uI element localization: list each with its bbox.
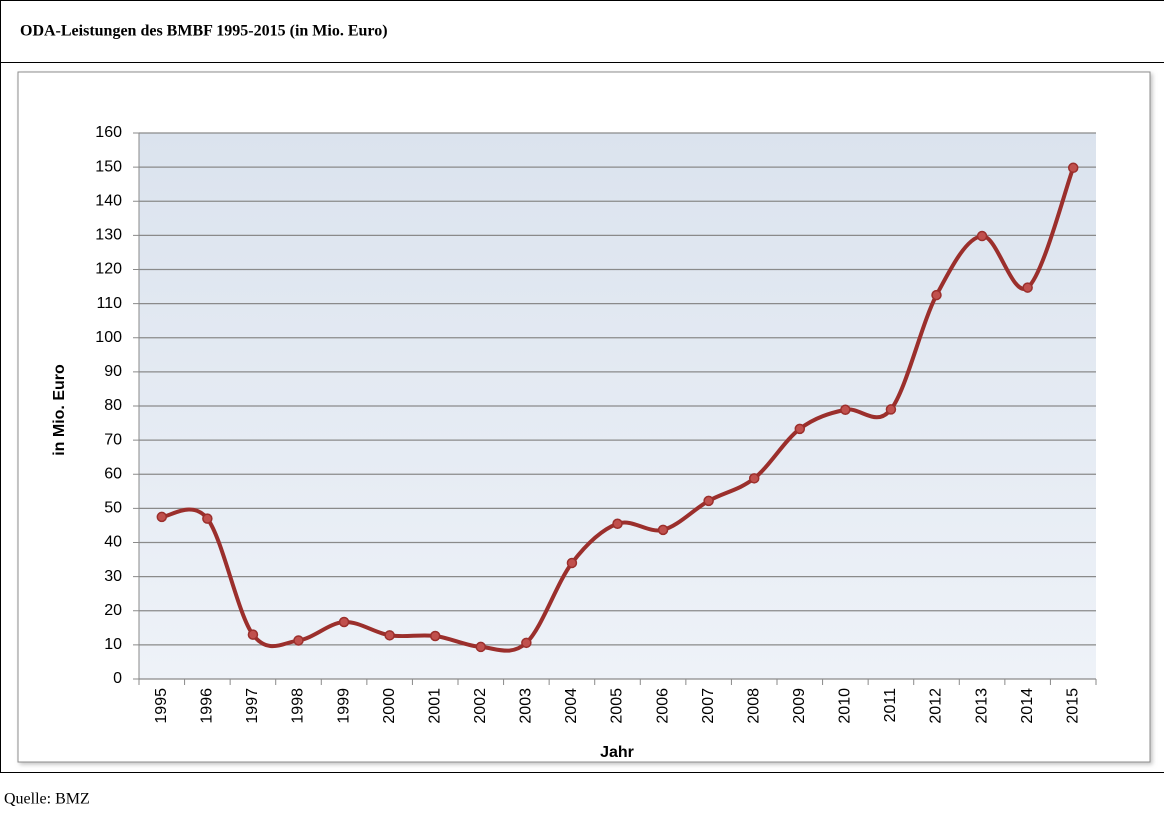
x-tick-label: 2007	[700, 688, 717, 724]
x-tick-label: 1998	[290, 688, 307, 724]
point	[657, 524, 669, 536]
x-tick-label: 2009	[791, 688, 808, 724]
title: ODA-Leistungen des BMBF 1995-2015 (in Mi…	[20, 23, 388, 40]
point	[840, 404, 851, 416]
point	[338, 616, 350, 628]
point	[1022, 282, 1033, 293]
point	[748, 473, 760, 484]
y-tick-label: 20	[104, 602, 122, 619]
point	[429, 630, 441, 642]
x-tick-label: 2002	[472, 688, 489, 724]
point	[931, 289, 942, 301]
x-tick-label: 2005	[609, 688, 626, 724]
point	[156, 511, 168, 523]
point	[794, 423, 806, 435]
point	[976, 230, 988, 242]
point	[703, 495, 714, 507]
y-tick-label: 150	[95, 158, 122, 175]
y-tick-label: 100	[95, 329, 122, 346]
y-tick-label: 160	[95, 124, 122, 141]
y-tick-label: 40	[104, 534, 122, 551]
x-tick-label: 2011	[882, 688, 899, 723]
point	[566, 557, 578, 569]
x-tick-label: 1996	[199, 688, 216, 724]
source: Quelle: BMZ	[4, 791, 90, 808]
point	[1067, 162, 1079, 174]
point	[384, 630, 395, 641]
y-tick-label: 60	[104, 465, 122, 482]
y-tick-label: 120	[95, 261, 122, 278]
y-tick-label: 30	[104, 568, 122, 585]
point	[475, 641, 487, 653]
x-axis-label: Jahr	[600, 744, 634, 761]
point	[612, 518, 623, 529]
x-tick-label: 2012	[928, 688, 945, 724]
point	[202, 513, 213, 524]
point	[521, 637, 532, 649]
x-tick-label: 2015	[1064, 688, 1081, 724]
x-tick-label: 2000	[381, 688, 398, 724]
y-tick-label: 130	[95, 227, 122, 244]
x-tick-label: 2004	[563, 688, 580, 724]
y-tick-label: 0	[113, 670, 122, 687]
y-tick-label: 70	[104, 431, 122, 448]
x-tick-label: 2014	[1019, 688, 1036, 724]
x-tick-label: 2003	[518, 688, 535, 724]
point	[247, 629, 259, 640]
y-tick-label: 80	[104, 397, 122, 414]
point	[293, 635, 304, 646]
point	[885, 404, 897, 415]
y-axis-label: in Mio. Euro	[51, 364, 68, 456]
x-tick-label: 2010	[837, 688, 854, 724]
y-tick-label: 110	[96, 295, 122, 312]
x-tick-label: 2013	[973, 688, 990, 724]
x-tick-label: 1997	[244, 688, 261, 724]
y-tick-label: 10	[104, 636, 122, 653]
x-tick-label: 1999	[335, 688, 352, 724]
x-tick-label: 2001	[426, 688, 443, 724]
x-tick-label: 2006	[654, 688, 671, 724]
y-tick-label: 90	[104, 363, 122, 380]
x-tick-label: 2008	[745, 688, 762, 724]
y-tick-label: 50	[104, 500, 122, 517]
y-tick-label: 140	[95, 192, 122, 209]
x-tick-label: 1995	[153, 688, 170, 724]
